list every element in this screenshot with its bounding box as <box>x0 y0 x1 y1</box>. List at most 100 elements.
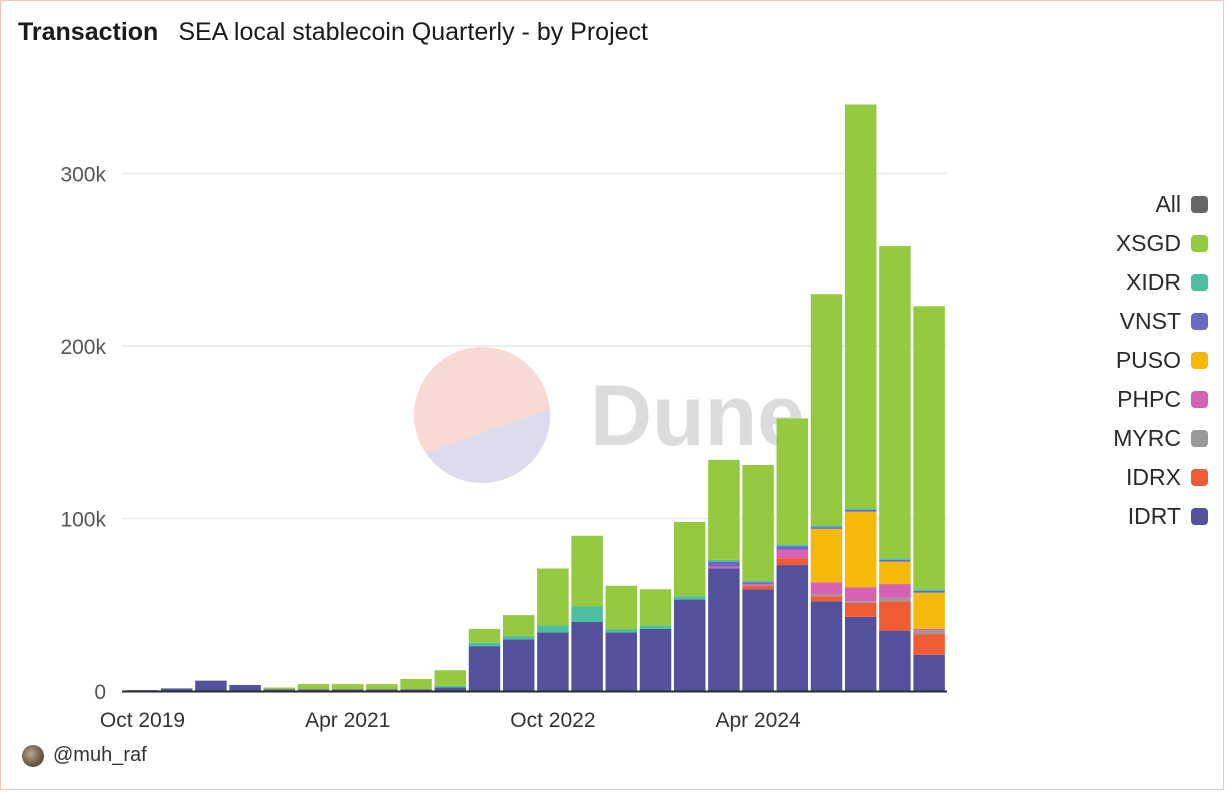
legend-item-vnst[interactable]: VNST <box>1120 302 1208 341</box>
bar-segment-idrt[interactable] <box>844 616 877 691</box>
legend-item-idrx[interactable]: IDRX <box>1126 458 1208 497</box>
bar-segment-phpc[interactable] <box>776 549 809 559</box>
bar-segment-phpc[interactable] <box>708 566 740 569</box>
bar-segment-xsgd[interactable] <box>879 245 911 559</box>
legend-item-phpc[interactable]: PHPC <box>1117 380 1208 419</box>
bar-segment-idrt[interactable] <box>879 630 911 691</box>
bar-stack[interactable] <box>571 535 603 691</box>
bar-stack[interactable] <box>913 306 945 691</box>
bar-segment-idrx[interactable] <box>844 603 877 617</box>
bar-stack[interactable] <box>708 459 740 691</box>
bar-segment-myrc[interactable] <box>810 594 843 597</box>
bar-segment-phpc[interactable] <box>742 584 774 586</box>
bar-segment-xidr[interactable] <box>571 606 603 622</box>
bar-stack[interactable] <box>742 465 774 691</box>
bar-segment-xsgd[interactable] <box>400 678 432 690</box>
bar-segment-idrx[interactable] <box>879 601 911 631</box>
bar-segment-xsgd[interactable] <box>263 687 296 690</box>
bar-segment-idrt[interactable] <box>605 632 638 691</box>
bar-segment-vnst[interactable] <box>913 590 945 593</box>
bar-segment-idrt[interactable] <box>502 639 535 691</box>
bar-segment-xsgd[interactable] <box>742 465 774 581</box>
bar-segment-idrt[interactable] <box>263 689 296 691</box>
bar-segment-idrt[interactable] <box>297 689 330 691</box>
bar-segment-puso[interactable] <box>879 561 911 585</box>
bar-segment-xsgd[interactable] <box>776 418 809 545</box>
bar-segment-xsgd[interactable] <box>708 459 740 560</box>
bar-segment-vnst[interactable] <box>844 509 877 512</box>
bar-segment-xsgd[interactable] <box>913 306 945 590</box>
bar-stack[interactable] <box>605 585 638 691</box>
bar-segment-xidr[interactable] <box>708 559 740 562</box>
bar-stack[interactable] <box>776 418 809 691</box>
author-handle[interactable]: @muh_raf <box>53 744 147 766</box>
bar-segment-idrt[interactable] <box>673 599 706 691</box>
legend-item-puso[interactable]: PUSO <box>1116 341 1208 380</box>
bar-segment-idrt[interactable] <box>366 689 398 691</box>
bar-segment-xsgd[interactable] <box>844 104 877 509</box>
bar-stack[interactable] <box>537 568 569 691</box>
bar-segment-idrt[interactable] <box>537 632 569 691</box>
bar-segment-xidr[interactable] <box>502 635 535 640</box>
bar-segment-idrt[interactable] <box>195 680 227 691</box>
bar-segment-myrc[interactable] <box>913 630 945 635</box>
legend-item-xidr[interactable]: XIDR <box>1126 263 1208 302</box>
bar-segment-phpc[interactable] <box>844 587 877 602</box>
bar-segment-puso[interactable] <box>810 528 843 583</box>
bar-segment-xidr[interactable] <box>776 544 809 547</box>
avatar[interactable] <box>22 744 44 767</box>
bar-segment-idrt[interactable] <box>229 684 261 691</box>
bar-segment-puso[interactable] <box>844 511 877 588</box>
bar-stack[interactable] <box>844 104 877 692</box>
bar-segment-idrx[interactable] <box>913 634 945 655</box>
bar-segment-xidr[interactable] <box>879 558 911 560</box>
bar-segment-xsgd[interactable] <box>502 615 535 636</box>
bar-segment-xidr[interactable] <box>844 508 877 510</box>
bar-segment-idrt[interactable] <box>639 628 672 691</box>
bar-stack[interactable] <box>468 628 501 691</box>
bar-segment-xsgd[interactable] <box>331 684 364 690</box>
bar-segment-xsgd[interactable] <box>571 535 603 607</box>
bar-stack[interactable] <box>879 245 911 691</box>
bar-segment-xsgd[interactable] <box>366 684 398 690</box>
bar-segment-xidr[interactable] <box>673 596 706 600</box>
bar-segment-vnst[interactable] <box>742 582 774 585</box>
bar-stack[interactable] <box>366 684 398 691</box>
bar-stack[interactable] <box>673 521 706 691</box>
bar-segment-xidr[interactable] <box>434 685 467 688</box>
bar-segment-idrt[interactable] <box>400 689 432 691</box>
bar-segment-xsgd[interactable] <box>434 670 467 686</box>
bar-segment-idrt[interactable] <box>742 589 774 691</box>
bar-segment-xsgd[interactable] <box>537 568 569 626</box>
bar-segment-xidr[interactable] <box>468 642 501 647</box>
bar-segment-vnst[interactable] <box>776 546 809 550</box>
bar-stack[interactable] <box>400 678 432 691</box>
bar-segment-idrt[interactable] <box>776 565 809 691</box>
bar-stack[interactable] <box>160 688 193 691</box>
legend-item-all[interactable]: All <box>1155 185 1208 224</box>
bar-segment-xsgd[interactable] <box>810 294 843 526</box>
bar-segment-xsgd[interactable] <box>673 521 706 597</box>
bar-stack[interactable] <box>502 615 535 691</box>
bar-segment-myrc[interactable] <box>844 601 877 604</box>
bar-stack[interactable] <box>229 684 261 691</box>
bar-segment-xidr[interactable] <box>742 580 774 583</box>
bar-segment-xsgd[interactable] <box>297 684 330 690</box>
bar-stack[interactable] <box>297 684 330 691</box>
bar-segment-idrt[interactable] <box>468 646 501 691</box>
bar-segment-xsgd[interactable] <box>468 628 501 643</box>
legend-item-idrt[interactable]: IDRT <box>1128 497 1208 536</box>
bar-segment-xsgd[interactable] <box>639 589 672 626</box>
bar-segment-xsgd[interactable] <box>605 585 638 629</box>
bar-segment-idrt[interactable] <box>913 654 945 691</box>
bar-segment-vnst[interactable] <box>810 527 843 529</box>
bar-segment-vnst[interactable] <box>879 559 911 562</box>
bar-segment-idrt[interactable] <box>160 688 193 691</box>
bar-stack[interactable] <box>331 684 364 691</box>
bar-stack[interactable] <box>195 680 227 691</box>
bar-segment-puso[interactable] <box>913 592 945 629</box>
bar-segment-phpc[interactable] <box>810 582 843 595</box>
bar-segment-xidr[interactable] <box>913 589 945 591</box>
bar-stack[interactable] <box>810 294 843 691</box>
bar-segment-idrx[interactable] <box>776 558 809 566</box>
